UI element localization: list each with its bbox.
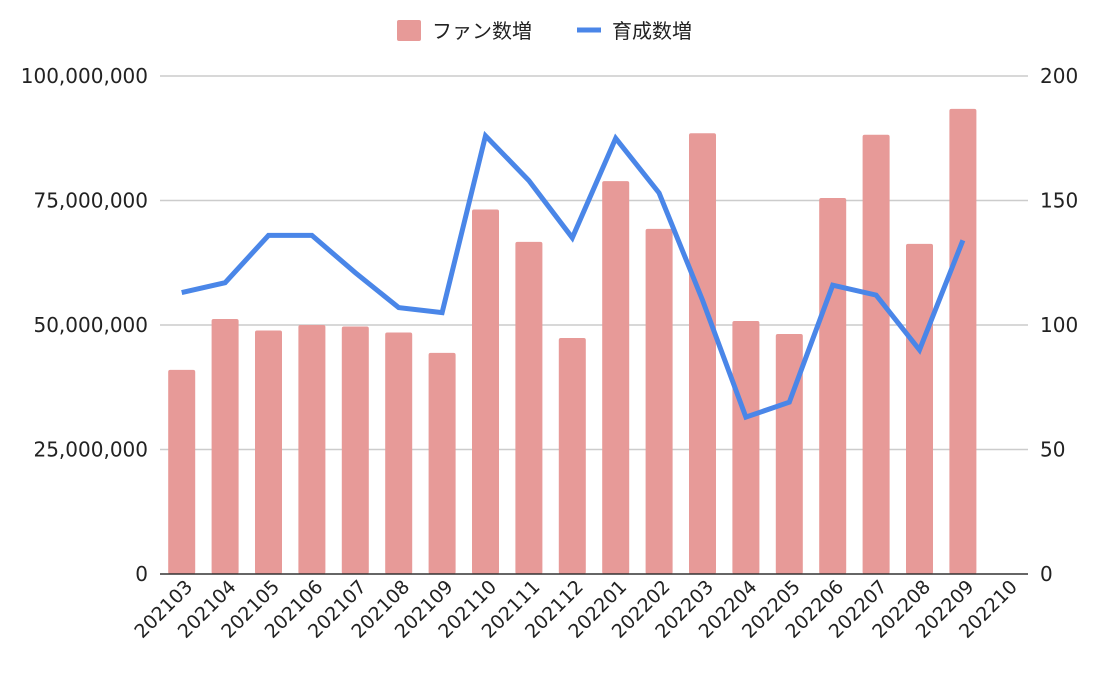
bar-202112 (558, 337, 586, 574)
gridlines (160, 75, 1028, 451)
legend-label-training-increase: 育成数増 (612, 19, 692, 43)
left-y-tick-label: 50,000,000 (33, 313, 148, 337)
left-y-axis: 0 25,000,000 50,000,000 75,000,000 100,000,0… (21, 64, 148, 586)
bar-202104 (211, 319, 239, 574)
legend-label-fan-increase: ファン数増 (432, 19, 532, 43)
legend-swatch-fan-increase (397, 20, 421, 41)
bar-202203 (689, 133, 716, 574)
bar-202110 (472, 209, 499, 575)
bar-202205 (775, 333, 803, 574)
left-y-tick-label: 25,000,000 (33, 438, 148, 462)
bar-202103 (168, 369, 196, 574)
bar-202109 (428, 352, 456, 574)
bar-202204 (732, 321, 760, 574)
right-y-tick-label: 200 (1040, 64, 1078, 88)
bar-series-fan-increase (168, 108, 977, 575)
bar-202108 (385, 332, 413, 574)
bar-202105 (255, 330, 282, 574)
x-axis-labels: 2021032021042021052021062021072021082021… (130, 576, 1021, 643)
left-y-tick-label: 75,000,000 (33, 189, 148, 213)
right-y-tick-label: 100 (1040, 313, 1078, 337)
bar-202106 (298, 325, 326, 574)
line-path-training-increase (181, 130, 966, 421)
legend: ファン数増 育成数増 (397, 19, 692, 43)
right-y-tick-label: 0 (1040, 562, 1053, 586)
bar-202107 (341, 326, 369, 574)
right-y-tick-label: 50 (1040, 438, 1065, 462)
bar-202207 (862, 134, 890, 574)
bar-202208 (906, 243, 933, 575)
right-y-axis: 0 50 100 150 200 (1040, 64, 1078, 586)
bar-202209 (949, 108, 977, 575)
bar-202206 (819, 198, 847, 574)
line-series-training-increase (181, 130, 966, 421)
bar-202202 (645, 228, 673, 575)
left-y-tick-label: 0 (135, 562, 148, 586)
right-y-tick-label: 150 (1040, 189, 1078, 213)
bar-202111 (515, 241, 543, 575)
bar-202201 (602, 181, 630, 574)
left-y-tick-label: 100,000,000 (21, 64, 148, 88)
